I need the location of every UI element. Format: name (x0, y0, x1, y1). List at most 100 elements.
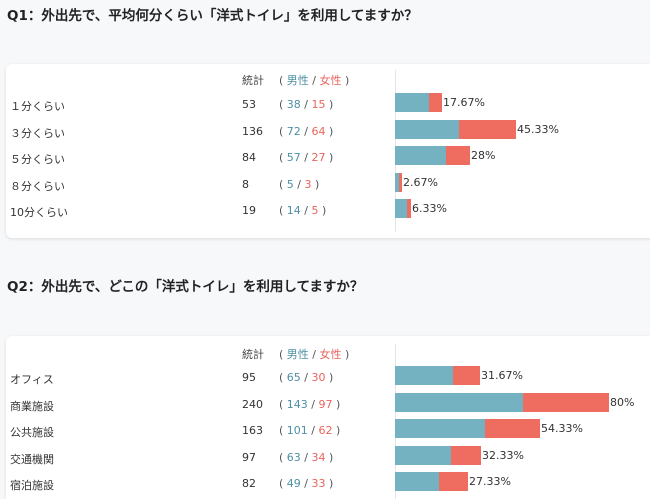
bar-segment-female (439, 472, 468, 491)
bar-percent-label: 6.33% (412, 202, 447, 215)
slash: / (304, 371, 309, 384)
row-gender-split: ( 49 / 33 ) (279, 477, 333, 490)
female-count: 64 (311, 124, 326, 138)
paren-close: ) (329, 98, 334, 111)
bar-segment-male (395, 366, 453, 385)
row-label: 宿泊施設 (10, 479, 54, 492)
table-row: 交通機関 97 ( 63 / 34 ) 32.33% (6, 445, 650, 473)
male-legend: 男性 (286, 348, 309, 361)
bar-percent-label: 31.67% (481, 369, 523, 382)
slash: / (311, 424, 316, 437)
table-row: 公共施設 163 ( 101 / 62 ) 54.33% (6, 419, 650, 446)
table-row: ５分くらい 84 ( 57 / 27 ) 28% (6, 146, 650, 173)
stacked-bar (395, 119, 516, 139)
paren-close: ) (315, 177, 320, 191)
table-row: ８分くらい 8 ( 5 / 3 ) 2.67% (6, 172, 650, 200)
row-label: ５分くらい (10, 153, 65, 166)
stacked-bar (395, 366, 480, 385)
bar-segment-male (395, 146, 446, 165)
stacked-bar (395, 146, 470, 165)
female-count: 30 (311, 371, 326, 384)
slash: / (304, 124, 309, 138)
table-row: 商業施設 240 ( 143 / 97 ) 80% (6, 392, 650, 420)
female-count: 5 (311, 204, 319, 217)
row-label: ３分くらい (10, 126, 65, 140)
bar-segment-female (453, 366, 480, 385)
total-header: 統計 (242, 348, 264, 361)
paren-close: ) (322, 204, 327, 217)
stacked-bar (395, 199, 411, 218)
paren-open: ( (279, 124, 284, 138)
paren-close: ) (329, 371, 334, 384)
bar-percent-label: 2.67% (403, 175, 438, 189)
stacked-bar (395, 445, 481, 465)
row-gender-split: ( 101 / 62 ) (279, 424, 340, 437)
paren-open: ( (279, 74, 284, 87)
bar-percent-label: 45.33% (517, 122, 559, 136)
bar-percent-label: 80% (610, 395, 635, 409)
bar-segment-female (459, 119, 516, 139)
paren-close: ) (336, 397, 341, 411)
table-row: 宿泊施設 82 ( 49 / 33 ) 27.33% (6, 472, 650, 499)
bar-segment-male (395, 119, 459, 139)
bar-segment-female (451, 445, 481, 465)
row-total: 19 (242, 204, 256, 217)
stacked-bar (395, 419, 540, 438)
row-total: 240 (242, 397, 263, 411)
paren-open: ( (279, 477, 284, 490)
total-header: 統計 (242, 74, 264, 87)
row-label: 10分くらい (10, 206, 68, 219)
row-gender-split: ( 57 / 27 ) (279, 151, 333, 164)
paren-close: ) (336, 424, 341, 437)
row-total: 136 (242, 124, 263, 138)
male-count: 72 (286, 124, 301, 138)
row-label: 交通機関 (10, 452, 54, 466)
paren-open: ( (279, 371, 284, 384)
row-label: １分くらい (10, 100, 65, 113)
bar-percent-label: 17.67% (443, 96, 485, 109)
row-label: ８分くらい (10, 179, 65, 193)
stacked-bar (395, 93, 442, 112)
paren-close: ) (329, 450, 334, 464)
paren-open: ( (279, 397, 284, 411)
paren-open: ( (279, 177, 284, 191)
row-total: 95 (242, 371, 256, 384)
slash: / (304, 151, 309, 164)
row-total: 53 (242, 98, 256, 111)
row-gender-split: ( 65 / 30 ) (279, 371, 333, 384)
row-gender-split: ( 38 / 15 ) (279, 98, 333, 111)
paren-close: ) (345, 348, 350, 361)
paren-open: ( (279, 348, 284, 361)
row-total: 82 (242, 477, 256, 490)
bar-segment-female (429, 93, 442, 112)
slash: / (304, 477, 309, 490)
slash: / (304, 204, 309, 217)
paren-open: ( (279, 424, 284, 437)
bar-segment-female (485, 419, 540, 438)
row-label: 商業施設 (10, 399, 54, 413)
male-count: 5 (286, 177, 294, 191)
bar-percent-label: 28% (471, 149, 496, 162)
slash: / (304, 98, 309, 111)
stacked-bar (395, 172, 402, 192)
row-total: 163 (242, 424, 263, 437)
paren-open: ( (279, 204, 284, 217)
row-label: オフィス (10, 373, 54, 386)
male-count: 63 (286, 450, 301, 464)
bar-segment-male (395, 445, 451, 465)
row-total: 84 (242, 151, 256, 164)
female-count: 97 (318, 397, 333, 411)
slash: / (312, 74, 317, 87)
female-count: 33 (311, 477, 326, 490)
q1-card: 統計 ( 男性 / 女性 ) １分くらい 53( 38 / 15 ) 17.67% ３… (6, 64, 650, 238)
male-count: 143 (286, 397, 308, 411)
bar-segment-female (446, 146, 470, 165)
paren-close: ) (329, 477, 334, 490)
table-row: オフィス 95 ( 65 / 30 ) 31.67% (6, 366, 650, 393)
table-row: 10分くらい 19 ( 14 / 5 ) 6.33% (6, 199, 650, 226)
bar-segment-female (399, 172, 402, 192)
row-label: 公共施設 (10, 426, 54, 439)
slash: / (312, 348, 317, 361)
bar-percent-label: 54.33% (541, 422, 583, 435)
female-count: 27 (311, 151, 326, 164)
